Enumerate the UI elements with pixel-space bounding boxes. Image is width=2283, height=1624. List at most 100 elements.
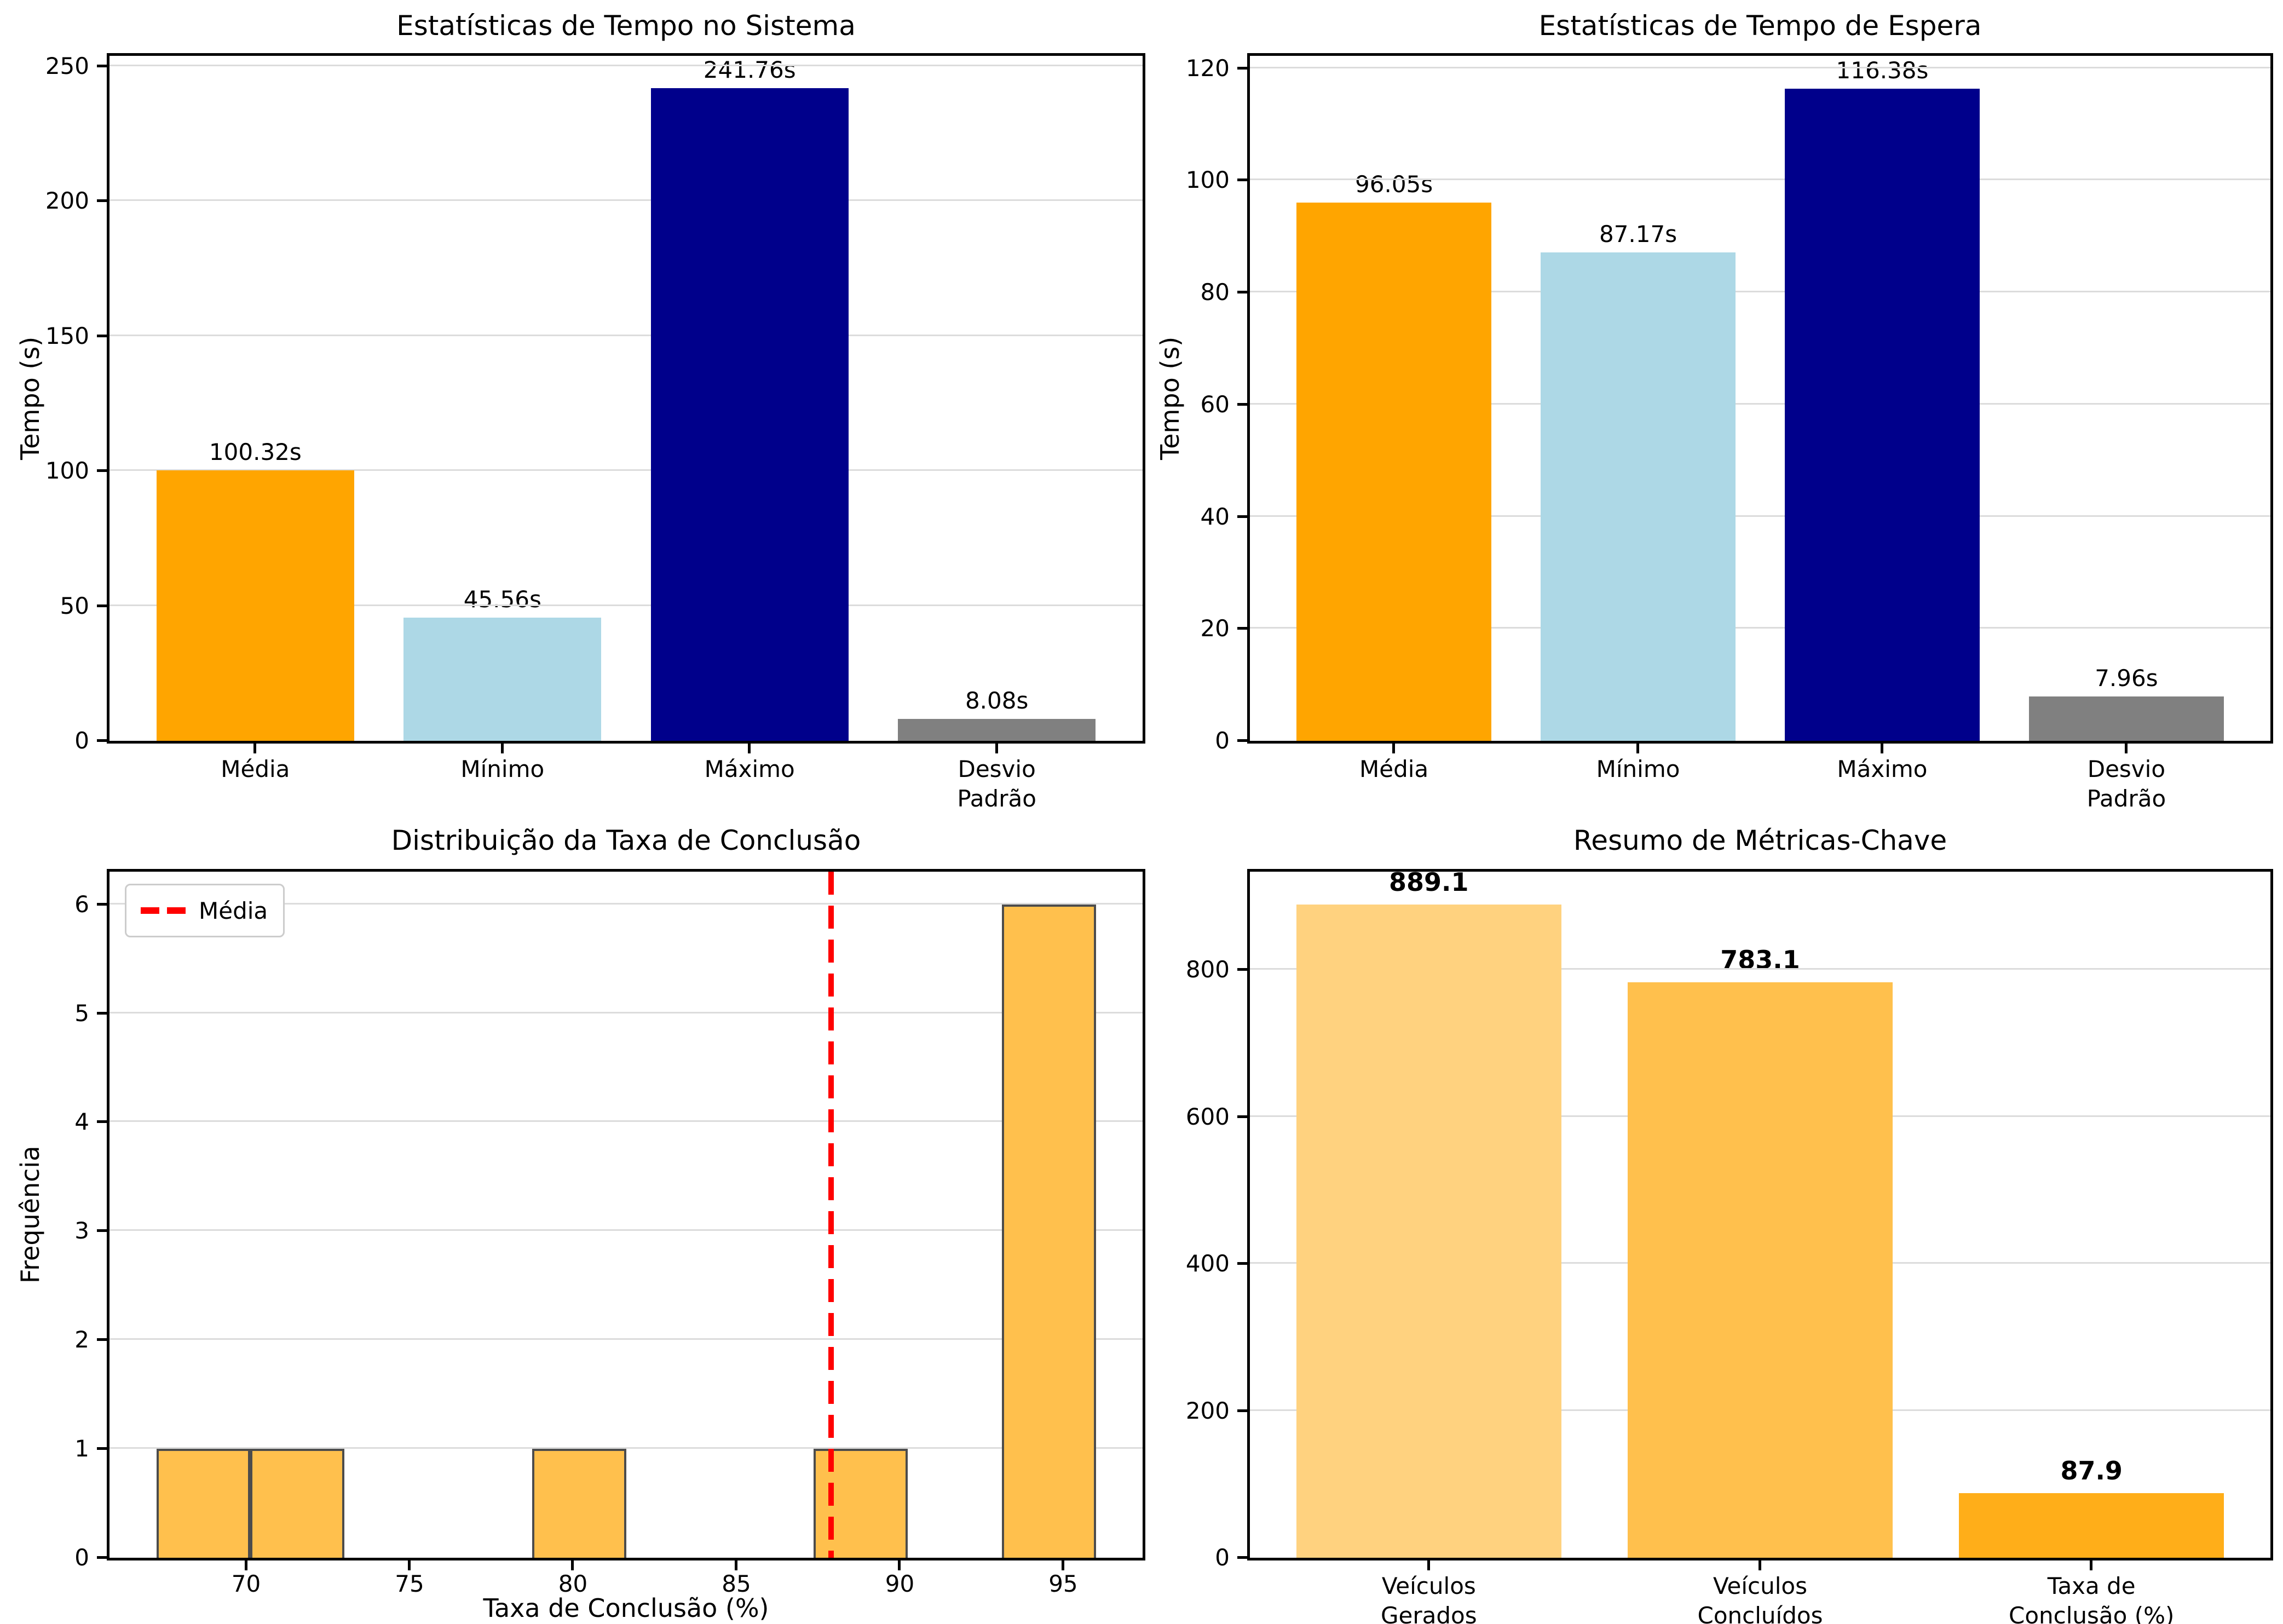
bar-1 <box>1627 982 1893 1558</box>
legend-dash-sample <box>141 907 186 914</box>
hist-bar-9 <box>1001 904 1096 1558</box>
y-tick-mark <box>1237 627 1247 630</box>
plot-area-system-time <box>107 53 1145 744</box>
bar-3 <box>2028 696 2224 741</box>
hist-bar-4 <box>532 1449 626 1558</box>
bar-value-label: 87.17s <box>1599 220 1677 247</box>
y-tick-mark <box>1237 1262 1247 1265</box>
y-tick-mark <box>1237 739 1247 742</box>
chart-title-completion-distribution: Distribuição da Taxa de Conclusão <box>391 825 861 856</box>
x-tick-label: Máximo <box>704 756 795 782</box>
y-tick-mark <box>97 1229 107 1233</box>
chart-title-wait-time: Estatísticas de Tempo de Espera <box>1538 10 1982 42</box>
x-tick-mark <box>1636 744 1640 753</box>
x-tick-mark <box>2124 744 2128 753</box>
gridline-y-80 <box>1250 291 2270 293</box>
legend: Média <box>125 884 285 937</box>
gridline-y-2 <box>109 1338 1143 1340</box>
y-tick-label: 150 <box>45 322 89 349</box>
x-tick-label: 90 <box>885 1570 915 1597</box>
x-tick-mark <box>500 744 504 753</box>
bar-3 <box>898 719 1096 741</box>
y-tick-label: 600 <box>1185 1103 1230 1130</box>
y-tick-label: 100 <box>45 457 89 485</box>
y-tick-mark <box>97 64 107 67</box>
y-tick-label: 120 <box>1185 54 1230 82</box>
y-tick-mark <box>1237 1115 1247 1118</box>
y-tick-label: 20 <box>1200 615 1230 642</box>
y-tick-label: 0 <box>74 1544 89 1571</box>
gridline-y-20 <box>1250 627 2270 629</box>
x-tick-mark <box>1061 1560 1064 1570</box>
gridline-y-100 <box>109 469 1143 471</box>
y-tick-mark <box>97 199 107 203</box>
x-tick-mark <box>2090 1560 2093 1570</box>
y-tick-mark <box>1237 402 1247 406</box>
y-tick-label: 0 <box>74 727 89 754</box>
chart-title-system-time: Estatísticas de Tempo no Sistema <box>396 10 856 42</box>
x-tick-label: Desvio Padrão <box>2086 756 2166 812</box>
x-axis-label-completion-rate: Taxa de Conclusão (%) <box>483 1593 769 1623</box>
gridline-y-50 <box>109 604 1143 606</box>
bar-value-label: 8.08s <box>965 687 1029 715</box>
x-tick-label: Mínimo <box>460 756 545 782</box>
y-axis-label-system-time: Tempo (s) <box>15 336 45 460</box>
gridline-y-200 <box>109 199 1143 201</box>
y-tick-label: 3 <box>74 1217 89 1245</box>
x-tick-mark <box>1880 744 1883 753</box>
bar-1 <box>1540 252 1736 741</box>
y-tick-mark <box>97 469 107 473</box>
plot-area-key-metrics <box>1247 869 2273 1560</box>
x-tick-label: 85 <box>722 1570 751 1597</box>
bar-0 <box>1296 202 1492 741</box>
bar-value-label: 783.1 <box>1720 945 1800 975</box>
x-tick-mark <box>734 1560 737 1570</box>
y-tick-label: 6 <box>74 890 89 918</box>
plot-area-wait-time <box>1247 53 2273 744</box>
bar-value-label: 45.56s <box>463 586 541 613</box>
x-tick-mark <box>1427 1560 1430 1570</box>
x-tick-mark <box>1392 744 1396 753</box>
y-tick-mark <box>97 739 107 742</box>
y-tick-mark <box>1237 968 1247 971</box>
y-tick-label: 200 <box>45 187 89 215</box>
y-tick-label: 60 <box>1200 390 1230 418</box>
bar-value-label: 100.32s <box>209 438 302 465</box>
x-tick-mark <box>571 1560 574 1570</box>
y-tick-mark <box>97 334 107 337</box>
x-tick-label: 75 <box>395 1570 424 1597</box>
gridline-y-60 <box>1250 402 2270 405</box>
x-tick-mark <box>244 1560 247 1570</box>
y-tick-label: 80 <box>1200 279 1230 306</box>
y-tick-mark <box>1237 515 1247 518</box>
y-tick-mark <box>1237 1409 1247 1412</box>
bar-1 <box>403 618 602 741</box>
gridline-y-100 <box>1250 178 2270 181</box>
y-tick-label: 1 <box>74 1435 89 1462</box>
x-tick-label: Máximo <box>1837 756 1928 782</box>
y-tick-mark <box>1237 1556 1247 1559</box>
y-tick-label: 0 <box>1215 1544 1230 1571</box>
bar-0 <box>1296 904 1561 1558</box>
bar-value-label: 116.38s <box>1836 56 1929 84</box>
gridline-y-800 <box>1250 968 2270 970</box>
y-tick-label: 5 <box>74 999 89 1027</box>
y-tick-label: 40 <box>1200 503 1230 530</box>
plot-area-completion-distribution: Média <box>107 869 1145 1560</box>
x-tick-label: Média <box>221 756 290 782</box>
gridline-y-40 <box>1250 515 2270 517</box>
y-tick-mark <box>97 1120 107 1124</box>
gridline-y-4 <box>109 1120 1143 1122</box>
y-tick-mark <box>1237 178 1247 182</box>
x-tick-mark <box>253 744 257 753</box>
x-tick-label: 70 <box>231 1570 261 1597</box>
y-tick-mark <box>97 604 107 607</box>
gridline-y-150 <box>109 334 1143 336</box>
bar-2 <box>650 88 849 741</box>
hist-bar-0 <box>156 1449 251 1558</box>
y-tick-mark <box>97 1447 107 1450</box>
bar-2 <box>1784 88 1980 741</box>
gridline-y-5 <box>109 1011 1143 1013</box>
mean-line <box>828 872 834 1558</box>
chart-title-key-metrics: Resumo de Métricas-Chave <box>1573 825 1947 856</box>
